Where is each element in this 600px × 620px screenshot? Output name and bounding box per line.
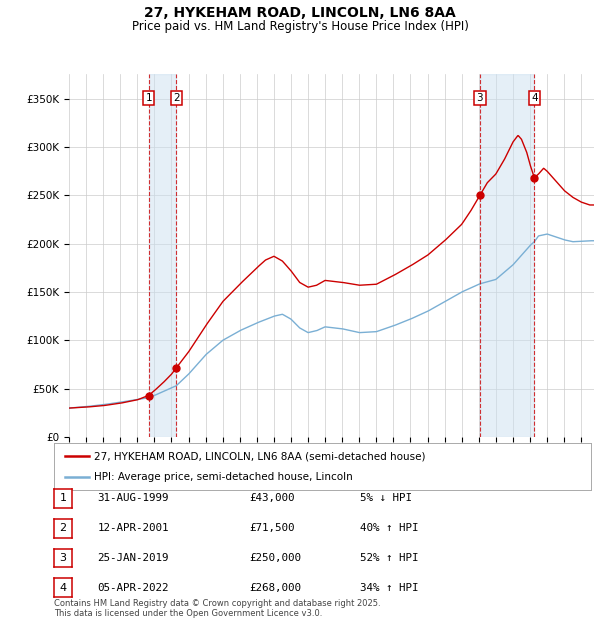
Text: 4: 4 bbox=[59, 583, 67, 593]
Text: 27, HYKEHAM ROAD, LINCOLN, LN6 8AA (semi-detached house): 27, HYKEHAM ROAD, LINCOLN, LN6 8AA (semi… bbox=[94, 451, 426, 461]
Text: 3: 3 bbox=[476, 93, 483, 103]
Text: 2: 2 bbox=[59, 523, 67, 533]
Text: 27, HYKEHAM ROAD, LINCOLN, LN6 8AA: 27, HYKEHAM ROAD, LINCOLN, LN6 8AA bbox=[144, 6, 456, 20]
Text: 34% ↑ HPI: 34% ↑ HPI bbox=[360, 583, 419, 593]
Text: Price paid vs. HM Land Registry's House Price Index (HPI): Price paid vs. HM Land Registry's House … bbox=[131, 20, 469, 33]
Text: 31-AUG-1999: 31-AUG-1999 bbox=[97, 494, 169, 503]
Text: 3: 3 bbox=[59, 553, 67, 563]
Text: 4: 4 bbox=[531, 93, 538, 103]
Text: 5% ↓ HPI: 5% ↓ HPI bbox=[360, 494, 412, 503]
Bar bbox=[480, 74, 535, 437]
Text: 52% ↑ HPI: 52% ↑ HPI bbox=[360, 553, 419, 563]
Text: 25-JAN-2019: 25-JAN-2019 bbox=[97, 553, 169, 563]
Text: £43,000: £43,000 bbox=[249, 494, 295, 503]
Text: 1: 1 bbox=[59, 494, 67, 503]
Text: 40% ↑ HPI: 40% ↑ HPI bbox=[360, 523, 419, 533]
Text: HPI: Average price, semi-detached house, Lincoln: HPI: Average price, semi-detached house,… bbox=[94, 472, 353, 482]
Text: 2: 2 bbox=[173, 93, 179, 103]
Text: 1: 1 bbox=[145, 93, 152, 103]
Text: £268,000: £268,000 bbox=[249, 583, 301, 593]
Text: This data is licensed under the Open Government Licence v3.0.: This data is licensed under the Open Gov… bbox=[54, 609, 322, 618]
Text: 12-APR-2001: 12-APR-2001 bbox=[97, 523, 169, 533]
Text: £250,000: £250,000 bbox=[249, 553, 301, 563]
Text: £71,500: £71,500 bbox=[249, 523, 295, 533]
Text: 05-APR-2022: 05-APR-2022 bbox=[97, 583, 169, 593]
Text: Contains HM Land Registry data © Crown copyright and database right 2025.: Contains HM Land Registry data © Crown c… bbox=[54, 600, 380, 608]
Bar bbox=[149, 74, 176, 437]
